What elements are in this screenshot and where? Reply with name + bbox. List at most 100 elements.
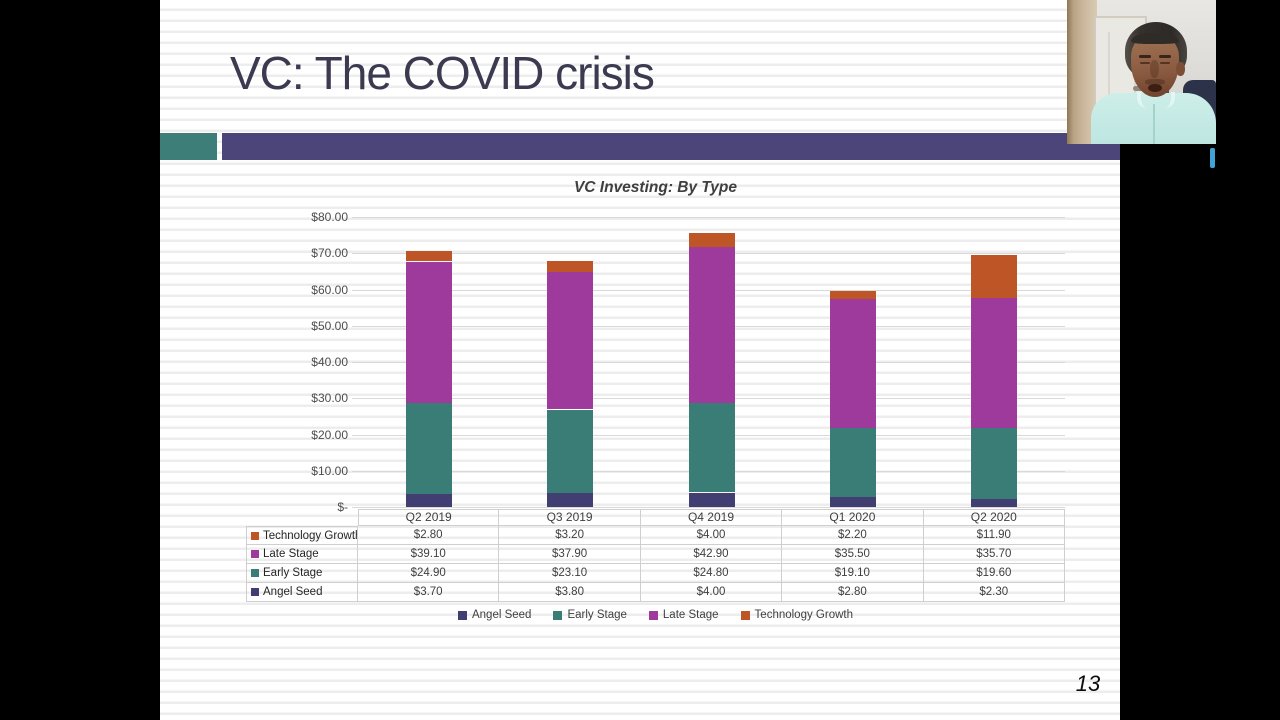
bar-segment <box>971 498 1018 507</box>
chart: VC Investing: By Type Angel Seed Early St… <box>160 0 1120 720</box>
y-axis-tick-label: $70.00 <box>311 246 348 261</box>
table-cell: $4.00 <box>640 583 783 602</box>
bar-segment <box>547 493 594 507</box>
bar-segment <box>405 261 452 404</box>
y-axis-tick-label: $10.00 <box>311 463 348 478</box>
legend-label: Late Stage <box>662 609 719 621</box>
presenter-eyebrow <box>1159 55 1171 58</box>
table-header-cell: Q2 2019 <box>358 509 500 526</box>
table-row-label: Angel Seed <box>246 583 358 602</box>
table-cell: $4.00 <box>640 526 783 545</box>
slide-title: VC: The COVID crisis <box>230 47 655 99</box>
series-color-swatch <box>251 588 259 596</box>
table-row-label-text: Angel Seed <box>263 586 323 598</box>
video-ui-mark <box>1210 148 1215 168</box>
table-cell: $2.20 <box>782 526 924 545</box>
legend-item: Technology Growth <box>740 609 853 621</box>
table-row-label-text: Late Stage <box>263 548 319 560</box>
table-header-cell: Q2 2020 <box>923 509 1065 526</box>
presenter-eye <box>1160 62 1170 64</box>
table-row-label-text: Technology Growth <box>263 529 358 542</box>
gridline <box>352 507 1065 508</box>
y-axis-tick-label: $60.00 <box>311 282 348 297</box>
table-header-cell: Q3 2019 <box>499 509 641 526</box>
series-color-swatch <box>251 550 259 558</box>
table-cell: $19.60 <box>923 564 1065 583</box>
table-header-cell: Q1 2020 <box>782 509 924 526</box>
table-cell: $23.10 <box>499 564 641 583</box>
table-row-label: Late Stage <box>246 545 358 564</box>
page-number: 13 <box>1075 671 1101 696</box>
bar-segment <box>829 496 876 507</box>
table-cell: $3.70 <box>358 583 500 602</box>
y-axis-tick-label: $50.00 <box>311 318 348 333</box>
table-cell: $35.70 <box>923 545 1065 564</box>
accent-bar-teal <box>160 133 217 160</box>
table-row-label: Technology Growth <box>246 526 358 545</box>
table-cell: $3.80 <box>499 583 641 602</box>
table-cell: $37.90 <box>499 545 641 564</box>
presenter-lip-shadow <box>1145 79 1165 85</box>
presentation-slide: VC: The COVID crisis VC Investing: By Ty… <box>160 0 1120 720</box>
legend-label: Early Stage <box>567 609 627 621</box>
chart-title: VC Investing: By Type <box>573 179 738 196</box>
bar-segment <box>405 493 452 507</box>
chart-legend: Angel Seed Early Stage Late Stage Technolog… <box>246 609 1065 621</box>
bar-segment <box>547 409 594 494</box>
legend-item: Early Stage <box>553 609 627 621</box>
presenter-shirt-placket <box>1153 104 1155 144</box>
legend-swatch <box>457 610 467 620</box>
bar-segment <box>405 403 452 494</box>
y-axis-tick-label: $40.00 <box>311 355 348 369</box>
presenter-nose <box>1150 60 1159 78</box>
bar-segment <box>688 247 735 403</box>
table-cell: $2.80 <box>358 526 500 545</box>
table-cell: $24.90 <box>358 564 500 583</box>
legend-label: Angel Seed <box>471 609 532 621</box>
door-panel-line <box>1108 32 1110 128</box>
presenter-eyebrow <box>1139 55 1151 58</box>
table-row-label-text: Early Stage <box>263 567 323 579</box>
legend-item: Late Stage <box>648 609 719 621</box>
table-cell: $11.90 <box>923 526 1065 545</box>
table-cell: $24.80 <box>640 564 783 583</box>
table-cell: $2.30 <box>923 583 1065 602</box>
series-color-swatch <box>251 531 259 540</box>
table-cell: $42.90 <box>640 545 783 564</box>
bar-segment <box>971 298 1018 428</box>
table-cell: $39.10 <box>358 545 500 564</box>
bar-segment <box>829 298 876 428</box>
series-color-swatch <box>251 569 259 577</box>
table-cell: $35.50 <box>782 545 924 564</box>
bar-segment <box>971 255 1018 299</box>
accent-bar-purple <box>222 133 1120 160</box>
bar-segment <box>688 492 735 507</box>
bar-segment <box>829 290 876 299</box>
presenter-ear <box>1176 62 1185 76</box>
presenter-collar <box>1137 92 1175 108</box>
table-header-cell: Q4 2019 <box>640 509 783 526</box>
legend-item: Angel Seed <box>457 609 532 621</box>
table-row-label: Early Stage <box>246 564 358 583</box>
presenter-hairline <box>1131 33 1179 44</box>
bar-segment <box>971 427 1018 499</box>
legend-swatch <box>648 610 658 620</box>
presenter-mouth <box>1148 84 1162 92</box>
bar-segment <box>547 260 594 273</box>
presenter-head <box>1123 22 1189 102</box>
bar-segment <box>829 427 876 497</box>
bar-segment <box>547 272 594 410</box>
y-axis-tick-label: $20.00 <box>311 427 348 442</box>
table-cell: $2.80 <box>782 583 924 602</box>
bar-segment <box>688 402 735 493</box>
gridline <box>352 217 1065 218</box>
table-cell: $19.10 <box>782 564 924 583</box>
presenter-eye <box>1140 62 1150 64</box>
legend-swatch <box>553 610 563 620</box>
table-cell: $3.20 <box>499 526 641 545</box>
y-axis-tick-label: $30.00 <box>311 391 348 406</box>
webcam-overlay <box>1067 0 1216 144</box>
y-axis-tick-label: $80.00 <box>311 210 348 224</box>
legend-label: Technology Growth <box>754 609 853 621</box>
